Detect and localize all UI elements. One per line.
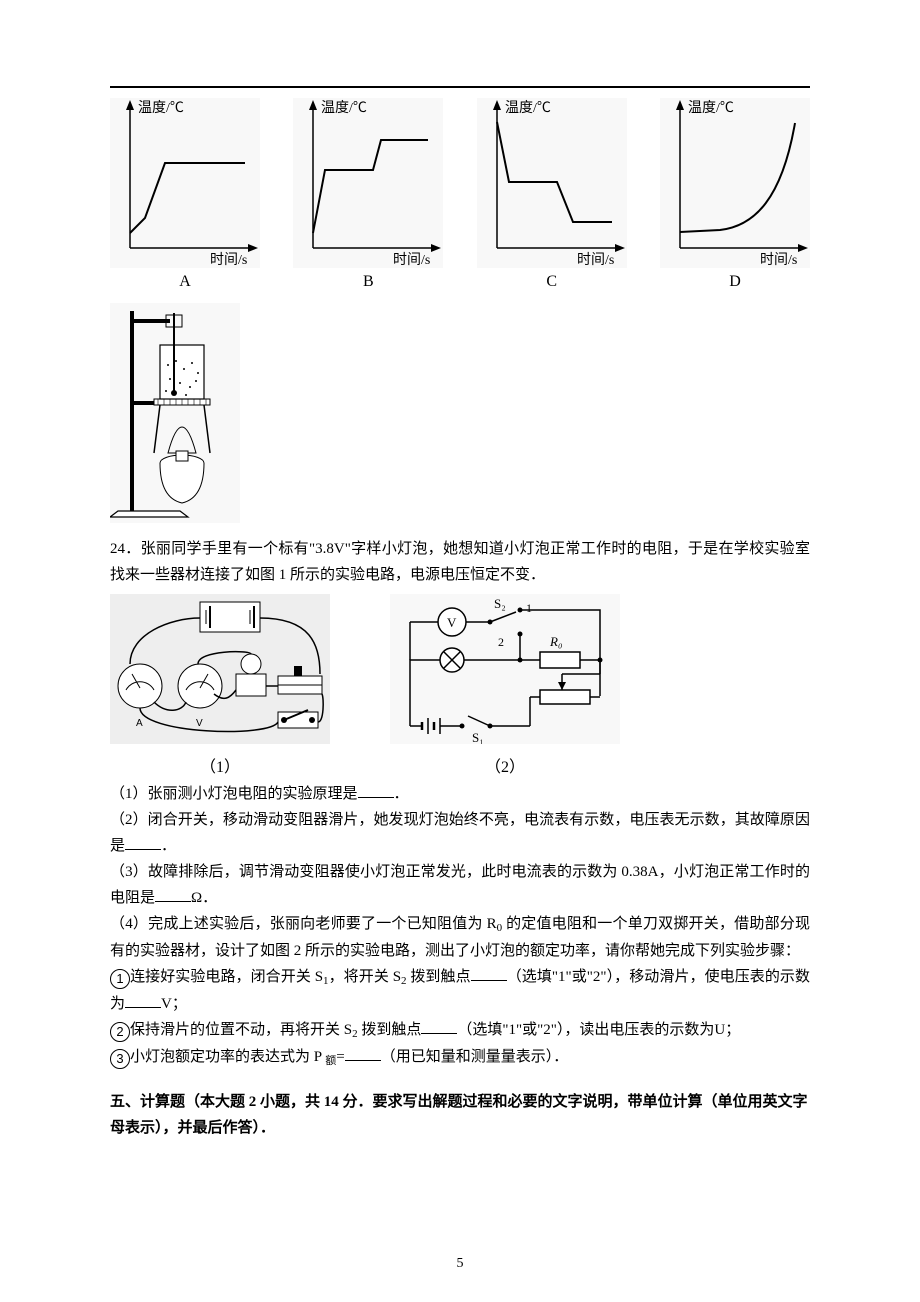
q24-step3: 3小灯泡额定功率的表达式为 P 额= （用已知量和测量量表示）． bbox=[110, 1044, 810, 1071]
blank-5 bbox=[125, 993, 161, 1008]
graph-b-svg: 温度/℃ 时间/s bbox=[293, 98, 443, 268]
circled-1-icon: 1 bbox=[110, 969, 130, 989]
r0-label: R₀ bbox=[549, 634, 562, 649]
q24-part3: （3）故障排除后，调节滑动变阻器使小灯泡正常发光，此时电流表的示数为 0.38A… bbox=[110, 859, 810, 911]
svg-text:A: A bbox=[136, 718, 143, 729]
step2-a: 保持滑片的位置不动，再将开关 S bbox=[130, 1022, 352, 1038]
q24-part2-end: ． bbox=[161, 838, 176, 854]
q24-intro-text: 张丽同学手里有一个标有"3.8V"字样小灯泡，她想知道小灯泡正常工作时的电阻，于… bbox=[110, 541, 810, 583]
graph-a: 温度/℃ 时间/s A bbox=[110, 98, 260, 291]
sub-s1: 1 bbox=[323, 975, 329, 987]
q24-part4-intro: （4）完成上述实验后，张丽向老师要了一个已知阻值为 R0 的定值电阻和一个单刀双… bbox=[110, 911, 810, 964]
graph-c-svg: 温度/℃ 时间/s bbox=[477, 98, 627, 268]
graph-a-svg: 温度/℃ 时间/s bbox=[110, 98, 260, 268]
step1-c: 拨到触点 bbox=[407, 969, 471, 985]
svg-text:V: V bbox=[196, 718, 203, 729]
blank-3 bbox=[155, 887, 191, 902]
graph-a-letter: A bbox=[110, 273, 260, 291]
sub-e: 额 bbox=[325, 1055, 336, 1067]
apparatus-figure bbox=[110, 303, 810, 528]
svg-text:时间/s: 时间/s bbox=[577, 252, 614, 268]
step1-b: ，将开关 S bbox=[329, 969, 402, 985]
page: 温度/℃ 时间/s A 温度/℃ 时间/s B bbox=[0, 0, 920, 1302]
circuit-2: V S₂ 1 2 bbox=[390, 594, 620, 777]
graph-c-letter: C bbox=[477, 273, 627, 291]
voltmeter-label: V bbox=[447, 615, 457, 630]
svg-text:时间/s: 时间/s bbox=[760, 252, 797, 268]
circled-2-icon: 2 bbox=[110, 1022, 130, 1042]
q24-part1: （1）张丽测小灯泡电阻的实验原理是 ． bbox=[110, 781, 810, 807]
blank-7 bbox=[345, 1046, 381, 1061]
step1-a: 连接好实验电路，闭合开关 S bbox=[130, 969, 323, 985]
s2-label: S₂ bbox=[494, 596, 506, 611]
s2-contact-1: 1 bbox=[526, 601, 532, 615]
y-axis-label: 温度/℃ bbox=[138, 100, 184, 116]
circuit-1: A V bbox=[110, 594, 330, 777]
q24-part4-a: （4）完成上述实验后，张丽向老师要了一个已知阻值为 R bbox=[110, 916, 497, 932]
top-rule bbox=[110, 86, 810, 88]
q24-part1-text: （1）张丽测小灯泡电阻的实验原理是 bbox=[110, 786, 358, 802]
q24-number: 24． bbox=[110, 541, 141, 557]
blank-1 bbox=[358, 783, 394, 798]
fig1-label: （1） bbox=[110, 753, 330, 777]
svg-text:温度/℃: 温度/℃ bbox=[688, 100, 734, 116]
sub-s2b: 2 bbox=[352, 1028, 358, 1040]
q24-intro: 24．张丽同学手里有一个标有"3.8V"字样小灯泡，她想知道小灯泡正常工作时的电… bbox=[110, 536, 810, 588]
graphs-row: 温度/℃ 时间/s A 温度/℃ 时间/s B bbox=[110, 98, 810, 291]
circuit-1-svg: A V bbox=[110, 594, 330, 744]
step2-b: 拨到触点 bbox=[358, 1022, 422, 1038]
blank-2 bbox=[125, 835, 161, 850]
sub-r0: 0 bbox=[497, 922, 503, 934]
blank-6 bbox=[421, 1019, 457, 1034]
svg-text:时间/s: 时间/s bbox=[393, 252, 430, 268]
graph-d-svg: 温度/℃ 时间/s bbox=[660, 98, 810, 268]
circuits-row: A V bbox=[110, 594, 810, 777]
s2-contact-2: 2 bbox=[498, 635, 504, 649]
q24-part1-end: ． bbox=[394, 786, 409, 802]
q24-part2-text: （2）闭合开关，移动滑动变阻器滑片，她发现灯泡始终不亮，电流表有示数，电压表无示… bbox=[110, 812, 810, 854]
q24-step2: 2保持滑片的位置不动，再将开关 S2 拨到触点 （选填"1"或"2"），读出电压表… bbox=[110, 1017, 810, 1044]
sub-s2: 2 bbox=[401, 975, 407, 987]
circuit-2-svg: V S₂ 1 2 bbox=[390, 594, 620, 744]
graph-c: 温度/℃ 时间/s C bbox=[477, 98, 627, 291]
blank-4 bbox=[471, 966, 507, 981]
page-number: 5 bbox=[0, 1256, 920, 1272]
svg-text:温度/℃: 温度/℃ bbox=[321, 100, 367, 116]
q24-step1: 1连接好实验电路，闭合开关 S1，将开关 S2 拨到触点（选填"1"或"2"），… bbox=[110, 964, 810, 1017]
step2-c: （选填"1"或"2"），读出电压表的示数为U； bbox=[457, 1022, 740, 1038]
step3-c: （用已知量和测量量表示）． bbox=[381, 1049, 569, 1065]
step3-b: = bbox=[336, 1049, 344, 1065]
q24-part3-text2: Ω． bbox=[191, 890, 217, 906]
fig2-label: （2） bbox=[390, 753, 620, 777]
step1-e: V； bbox=[161, 996, 187, 1012]
q24-part2: （2）闭合开关，移动滑动变阻器滑片，她发现灯泡始终不亮，电流表有示数，电压表无示… bbox=[110, 807, 810, 859]
graph-b-letter: B bbox=[293, 273, 443, 291]
graph-d: 温度/℃ 时间/s D bbox=[660, 98, 810, 291]
s1-label: S₁ bbox=[472, 730, 484, 744]
graph-d-letter: D bbox=[660, 273, 810, 291]
graph-b: 温度/℃ 时间/s B bbox=[293, 98, 443, 291]
step3-a: 小灯泡额定功率的表达式为 P bbox=[130, 1049, 325, 1065]
circled-3-icon: 3 bbox=[110, 1049, 130, 1069]
apparatus-svg bbox=[110, 303, 240, 523]
section-5-title: 五、计算题（本大题 2 小题，共 14 分．要求写出解题过程和必要的文字说明，带… bbox=[110, 1089, 810, 1141]
x-axis-label: 时间/s bbox=[210, 252, 247, 268]
svg-text:温度/℃: 温度/℃ bbox=[505, 100, 551, 116]
